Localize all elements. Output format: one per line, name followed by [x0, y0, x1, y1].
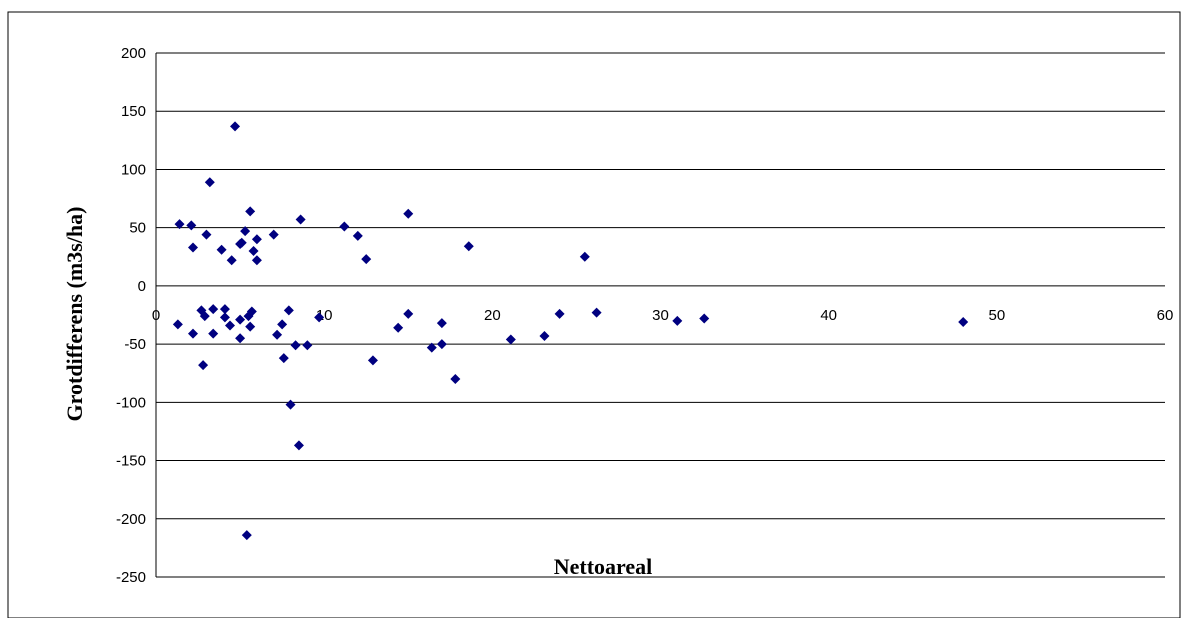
x-tick-label: 60 — [1157, 307, 1174, 324]
data-point — [285, 399, 296, 410]
data-point — [187, 328, 198, 339]
y-tick-label: -250 — [116, 569, 146, 586]
data-point — [235, 333, 246, 344]
data-point — [277, 319, 288, 330]
data-point — [278, 353, 289, 364]
data-point — [198, 360, 209, 371]
gridlines — [155, 52, 1165, 578]
data-point — [393, 322, 404, 333]
data-point — [201, 229, 212, 240]
data-point — [240, 226, 251, 237]
data-point — [591, 307, 602, 318]
data-point — [174, 219, 185, 230]
data-point — [302, 340, 313, 351]
x-axis-title: Nettoareal — [554, 554, 653, 579]
y-tick-label: 200 — [121, 45, 146, 62]
data-point — [352, 230, 363, 241]
data-point — [199, 311, 210, 322]
data-point — [208, 328, 219, 339]
y-tick-label: -150 — [116, 453, 146, 470]
data-point — [251, 255, 262, 266]
y-tick-label: -100 — [116, 394, 146, 411]
data-point — [367, 355, 378, 366]
data-point — [283, 305, 294, 316]
data-point — [251, 234, 262, 245]
x-tick-label: 0 — [152, 307, 160, 324]
data-point — [186, 220, 197, 231]
data-point — [403, 308, 414, 319]
data-point — [436, 339, 447, 350]
data-point — [505, 334, 516, 345]
data-point — [958, 316, 969, 327]
data-point — [246, 306, 257, 317]
y-tick-labels: 200 150 100 50 0 -50 -100 -150 -200 -250 — [116, 45, 146, 586]
data-point — [426, 342, 437, 353]
data-point — [248, 245, 259, 256]
data-point — [463, 241, 474, 252]
data-point — [272, 329, 283, 340]
data-point — [403, 208, 414, 219]
data-point — [230, 121, 241, 132]
x-tick-label: 20 — [484, 307, 501, 324]
data-point — [554, 308, 565, 319]
data-point — [290, 340, 301, 351]
data-point — [295, 214, 306, 225]
data-point — [235, 314, 246, 325]
data-point — [216, 244, 227, 255]
data-point — [219, 304, 230, 315]
data-point — [268, 229, 279, 240]
data-point — [293, 440, 304, 451]
data-point — [450, 374, 461, 385]
data-point — [224, 320, 235, 331]
data-point — [314, 312, 325, 323]
x-tick-label: 50 — [988, 307, 1005, 324]
y-tick-label: 50 — [129, 220, 146, 237]
y-tick-label: 150 — [121, 103, 146, 120]
data-point — [241, 530, 252, 541]
y-axis-title: Grotdifferens (m3s/ha) — [62, 207, 87, 422]
data-point — [699, 313, 710, 324]
data-point — [219, 312, 230, 323]
data-point — [226, 255, 237, 266]
data-point — [579, 251, 590, 262]
x-tick-label: 30 — [652, 307, 669, 324]
data-point — [539, 330, 550, 341]
data-point — [672, 315, 683, 326]
data-point — [245, 321, 256, 332]
data-point — [245, 206, 256, 217]
data-point — [204, 177, 215, 188]
data-point — [236, 237, 247, 248]
data-point — [436, 318, 447, 329]
x-tick-label: 40 — [820, 307, 837, 324]
data-point — [187, 242, 198, 253]
data-point — [208, 304, 219, 315]
y-tick-label: 0 — [138, 278, 146, 295]
y-tick-label: -200 — [116, 511, 146, 528]
data-point — [339, 221, 350, 232]
y-tick-label: -50 — [124, 336, 146, 353]
data-points — [172, 121, 969, 541]
data-point — [361, 254, 372, 265]
y-tick-label: 100 — [121, 161, 146, 178]
data-point — [172, 319, 183, 330]
